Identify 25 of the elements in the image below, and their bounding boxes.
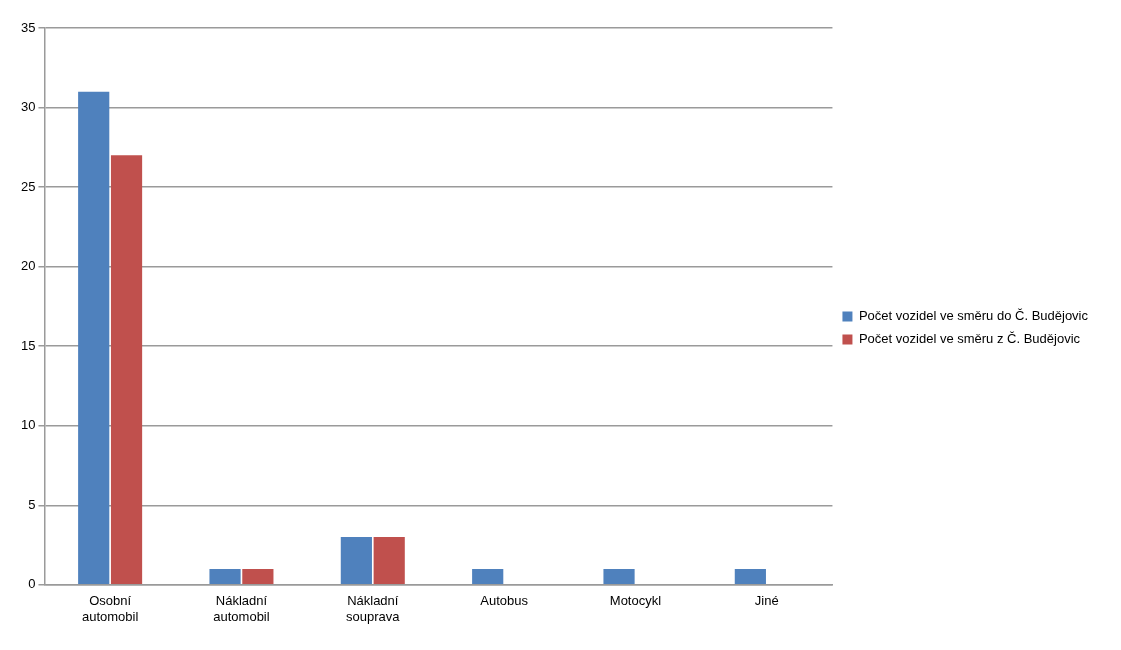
bar [340, 537, 372, 585]
x-tick-label: Osobní automobil [81, 593, 139, 624]
x-tick-label: Autobus [480, 593, 529, 609]
bar [734, 568, 766, 585]
y-tick-label: 35 [20, 19, 36, 35]
x-tick-label: Nákladní automobil [213, 593, 270, 624]
y-tick-label: 5 [28, 496, 36, 512]
bar [373, 537, 405, 585]
legend-label: Počet vozidel ve směru do Č. Budějovic [858, 308, 1089, 324]
y-tick-label: 10 [20, 417, 36, 433]
bar [242, 568, 274, 585]
x-tick-label: Jiné [754, 593, 779, 609]
bar [78, 91, 110, 585]
bar [110, 155, 143, 585]
y-tick-label: 20 [20, 258, 36, 274]
bar [209, 568, 241, 585]
y-tick-label: 0 [28, 576, 36, 592]
x-tick-label: Nákladní souprava [346, 593, 401, 624]
legend-label: Počet vozidel ve směru z Č. Budějovic [858, 331, 1081, 347]
y-tick-label: 25 [20, 178, 36, 194]
y-tick-label: 30 [20, 99, 36, 115]
bar [603, 568, 635, 585]
y-tick-label: 15 [20, 337, 36, 353]
x-tick-label: Motocykl [609, 593, 662, 609]
bar [472, 568, 504, 585]
